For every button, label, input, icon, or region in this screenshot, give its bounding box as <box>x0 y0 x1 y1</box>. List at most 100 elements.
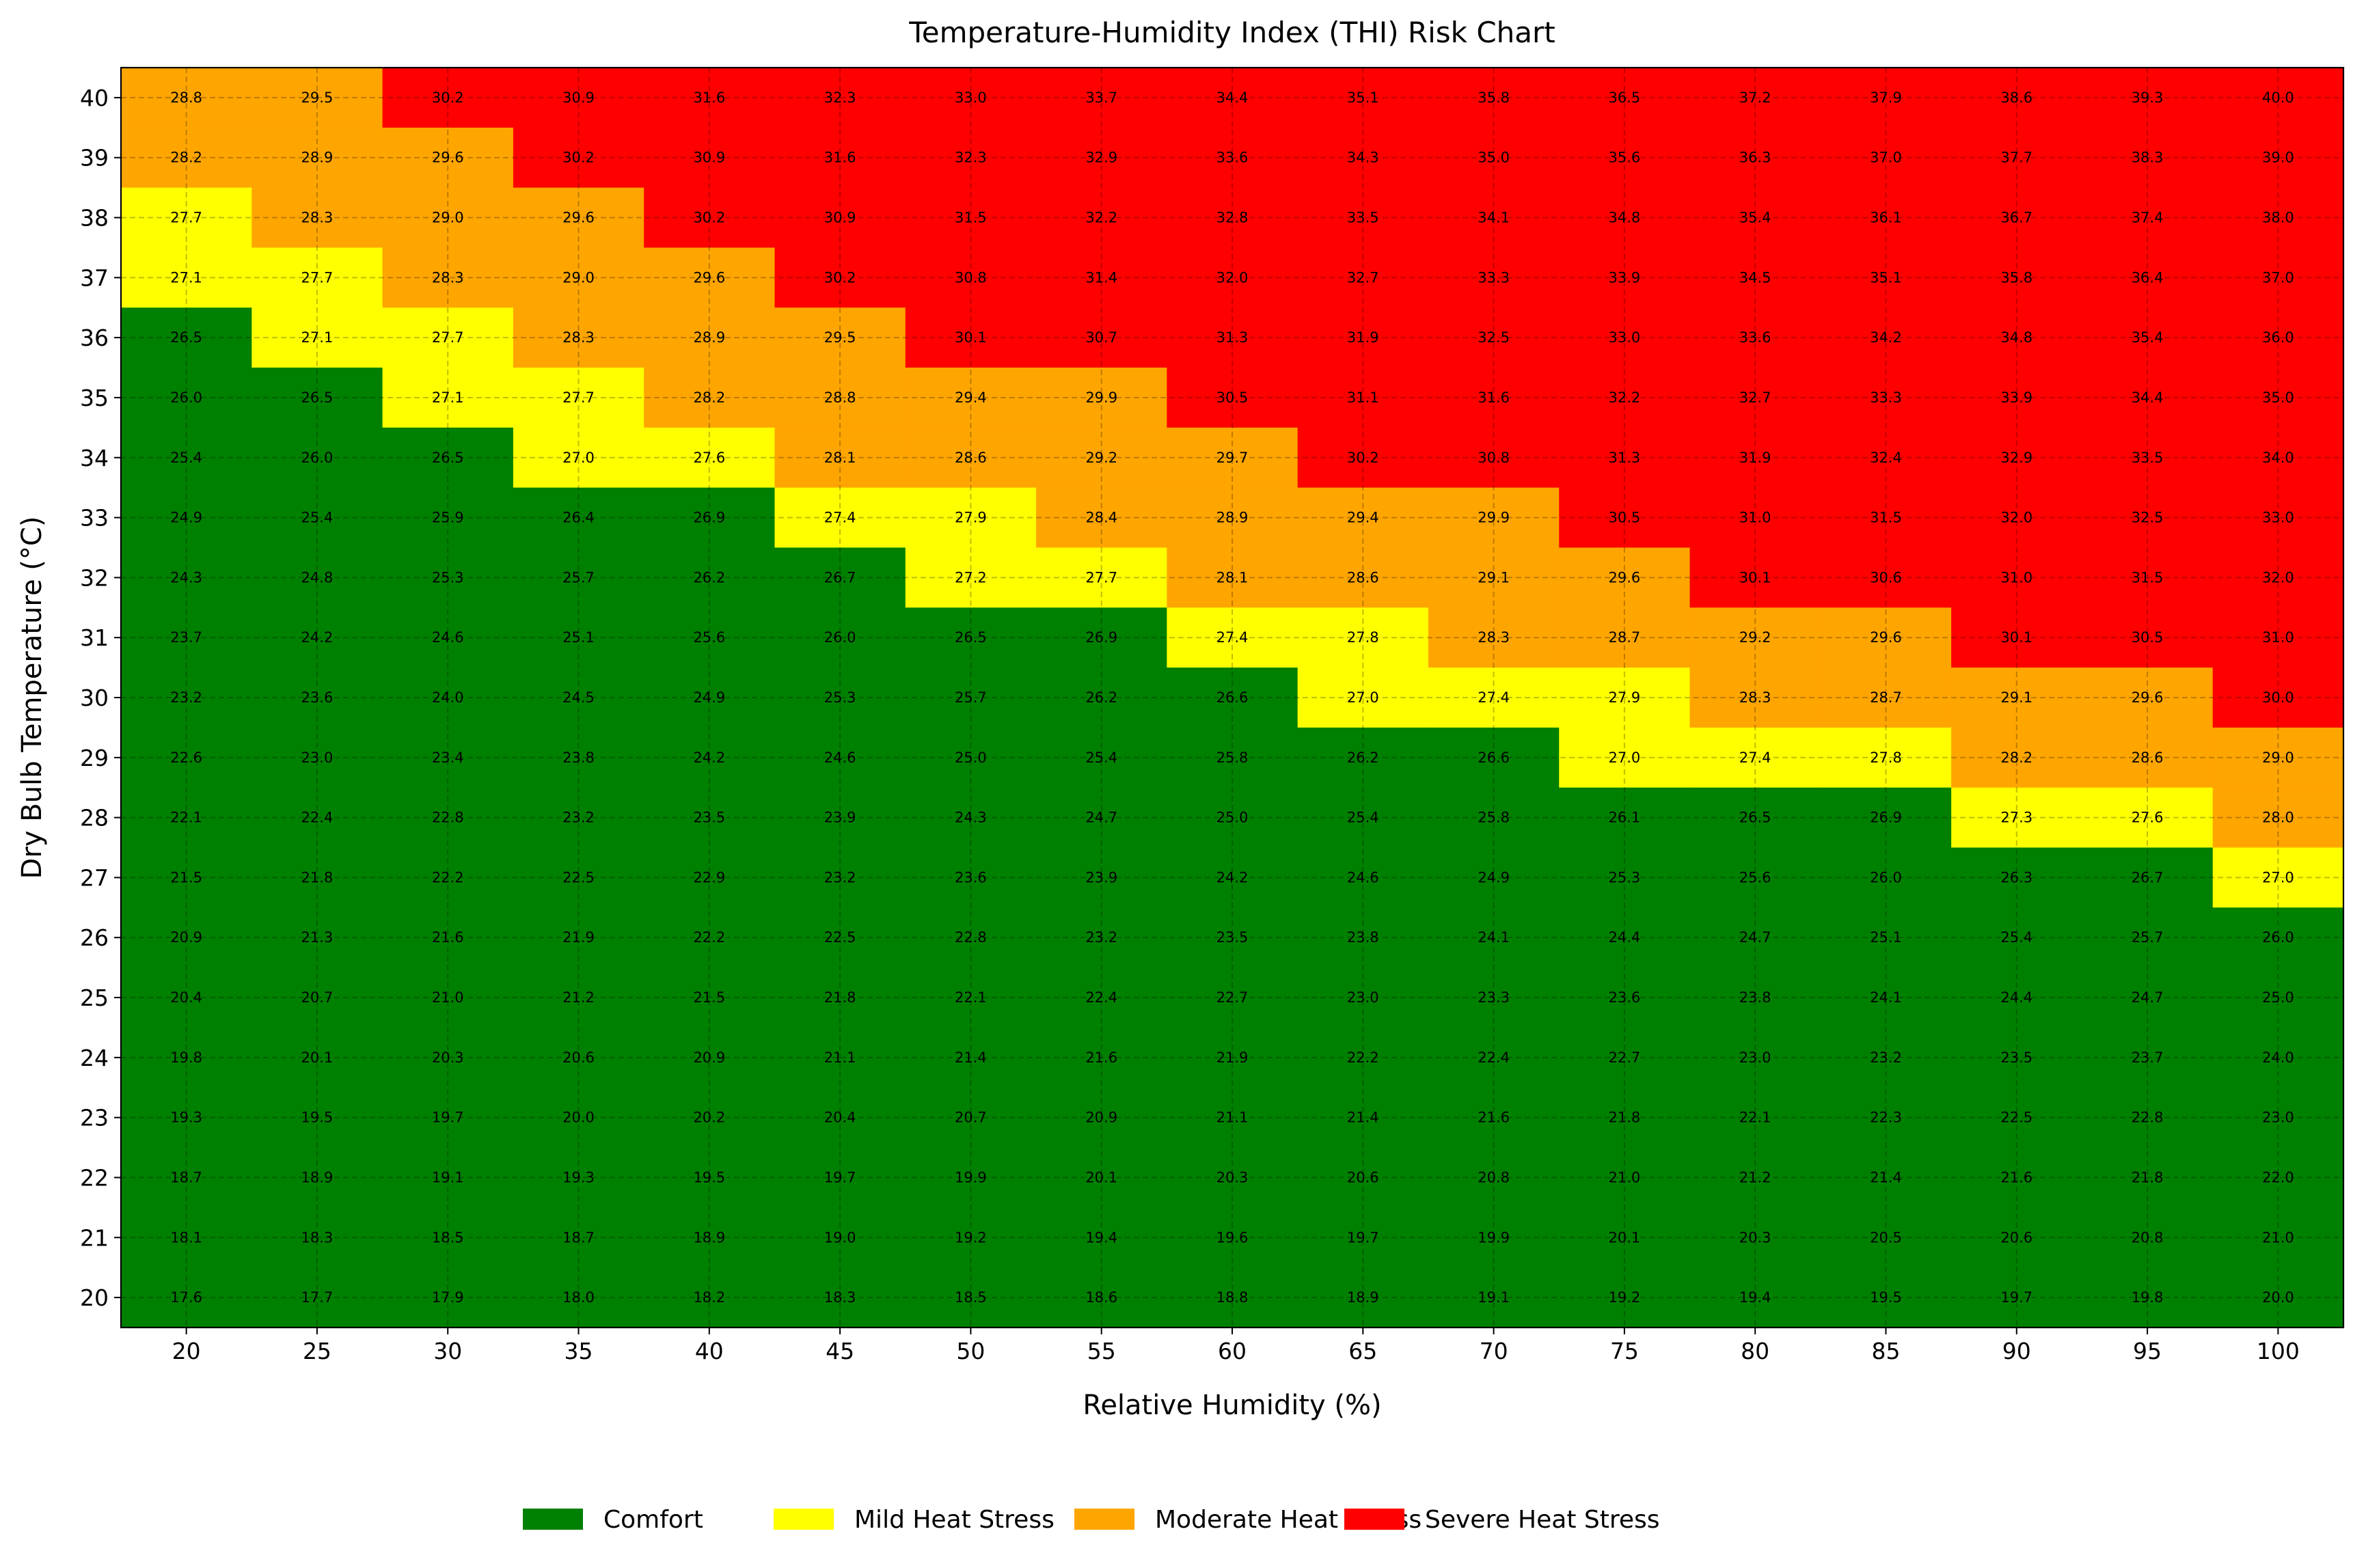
heatmap-cell <box>1297 427 1429 489</box>
heatmap-cell <box>2082 847 2214 908</box>
cell-value-label: 37.7 <box>2000 150 2032 166</box>
heatmap-cell <box>905 607 1037 668</box>
heatmap-cell <box>1167 1027 1298 1088</box>
cell-value-label: 35.8 <box>2000 269 2032 286</box>
cell-value-label: 27.7 <box>432 329 464 346</box>
cell-value-label: 21.6 <box>1085 1049 1117 1066</box>
cell-value-label: 27.1 <box>301 329 334 346</box>
heatmap-cell <box>905 487 1037 548</box>
cell-value-label: 31.6 <box>824 150 856 166</box>
cell-value-label: 21.9 <box>1216 1049 1249 1066</box>
heatmap-cells <box>121 68 2344 1328</box>
cell-value-label: 25.4 <box>1347 810 1379 826</box>
cell-value-label: 21.1 <box>824 1049 856 1066</box>
heatmap-cell <box>1951 1147 2082 1208</box>
heatmap-cell <box>251 1147 383 1208</box>
heatmap-cell <box>1036 368 1167 428</box>
cell-value-label: 24.6 <box>432 629 464 646</box>
heatmap-cell <box>644 487 775 548</box>
cell-value-label: 29.2 <box>1739 629 1771 646</box>
cell-value-label: 31.3 <box>1216 329 1249 346</box>
cell-value-label: 28.4 <box>1085 510 1117 526</box>
cell-value-label: 29.9 <box>1085 389 1117 406</box>
y-tick-label: 37 <box>80 264 109 291</box>
cell-value-label: 21.4 <box>1870 1169 1902 1185</box>
heatmap-cell <box>905 307 1037 368</box>
x-tick-label: 50 <box>956 1338 985 1364</box>
heatmap-cell <box>1167 247 1298 308</box>
y-tick-label: 28 <box>80 805 109 831</box>
heatmap-cell <box>2212 607 2344 668</box>
cell-value-label: 23.3 <box>1478 989 1510 1006</box>
heatmap-cell <box>2212 847 2344 908</box>
cell-value-label: 18.9 <box>693 1229 725 1246</box>
cell-value-label: 26.7 <box>2132 869 2164 885</box>
heatmap-cell <box>905 1147 1037 1208</box>
cell-value-label: 29.5 <box>824 329 856 346</box>
cell-value-label: 30.5 <box>1216 389 1249 406</box>
y-tick-label: 33 <box>80 505 109 532</box>
heatmap-cell <box>1951 1267 2082 1328</box>
cell-value-label: 27.8 <box>1347 629 1379 646</box>
heatmap-cell <box>1820 668 1952 728</box>
heatmap-cell <box>1951 847 2082 908</box>
cell-value-label: 37.9 <box>1870 90 1902 106</box>
heatmap-cell <box>1689 427 1821 489</box>
cell-value-label: 33.5 <box>1347 210 1379 226</box>
cell-value-label: 24.5 <box>562 689 595 706</box>
heatmap-cell <box>1689 668 1821 728</box>
heatmap-cell <box>121 547 252 608</box>
cell-value-label: 20.0 <box>2262 1289 2294 1306</box>
heatmap-cell <box>1297 607 1429 668</box>
cell-value-label: 18.1 <box>170 1229 202 1246</box>
heatmap-cell <box>513 68 644 128</box>
cell-value-label: 27.7 <box>301 269 334 286</box>
cell-value-label: 32.2 <box>1608 389 1640 406</box>
heatmap-cell <box>644 847 775 908</box>
cell-value-label: 31.0 <box>2262 629 2294 646</box>
cell-value-label: 20.7 <box>955 1110 987 1126</box>
y-axis-ticks: 40 39 38 37 36 35 34 33 32 31 30 29 28 27 26 25 24 23 22 21… <box>80 85 121 1311</box>
heatmap-cell <box>644 787 775 849</box>
cell-value-label: 30.2 <box>824 269 856 286</box>
cell-value-label: 18.5 <box>432 1229 464 1246</box>
cell-value-label: 23.5 <box>693 810 725 826</box>
heatmap-cell <box>2212 368 2344 428</box>
y-tick-label: 34 <box>80 445 109 471</box>
heatmap-cell <box>1689 1147 1821 1208</box>
heatmap-cell <box>1951 787 2082 849</box>
cell-value-label: 32.9 <box>1085 150 1117 166</box>
cell-value-label: 38.6 <box>2000 90 2032 106</box>
cell-value-label: 22.6 <box>170 749 202 766</box>
cell-value-label: 31.6 <box>1478 389 1510 406</box>
heatmap-cell <box>644 1207 775 1268</box>
heatmap-cell <box>2212 487 2344 548</box>
heatmap-cell <box>513 547 644 608</box>
heatmap-cell <box>382 487 514 548</box>
heatmap-cell <box>251 907 383 968</box>
heatmap-cell <box>644 247 775 308</box>
heatmap-cell <box>251 427 383 489</box>
cell-value-label: 31.9 <box>1739 450 1771 466</box>
cell-value-label: 21.0 <box>432 989 464 1006</box>
cell-value-label: 20.9 <box>1085 1110 1117 1126</box>
heatmap-cell <box>644 1267 775 1328</box>
cell-value-label: 25.0 <box>955 749 987 766</box>
heatmap-cell <box>121 1027 252 1088</box>
heatmap-cell <box>1689 1087 1821 1149</box>
cell-value-label: 27.8 <box>1870 749 1902 766</box>
cell-value-label: 26.2 <box>693 569 725 586</box>
cell-value-label: 24.1 <box>1870 989 1902 1006</box>
cell-value-label: 21.0 <box>2262 1229 2294 1246</box>
cell-value-label: 17.7 <box>301 1289 334 1306</box>
heatmap-cell <box>1167 1147 1298 1208</box>
cell-value-label: 19.1 <box>432 1169 464 1185</box>
cell-value-label: 26.2 <box>1347 749 1379 766</box>
heatmap-cell <box>1559 1027 1691 1088</box>
heatmap-cell <box>121 487 252 548</box>
cell-value-label: 21.9 <box>562 929 595 946</box>
cell-value-label: 34.3 <box>1347 150 1379 166</box>
cell-value-label: 27.0 <box>1347 689 1379 706</box>
cell-value-label: 25.7 <box>562 569 595 586</box>
heatmap-cell <box>1036 547 1167 608</box>
